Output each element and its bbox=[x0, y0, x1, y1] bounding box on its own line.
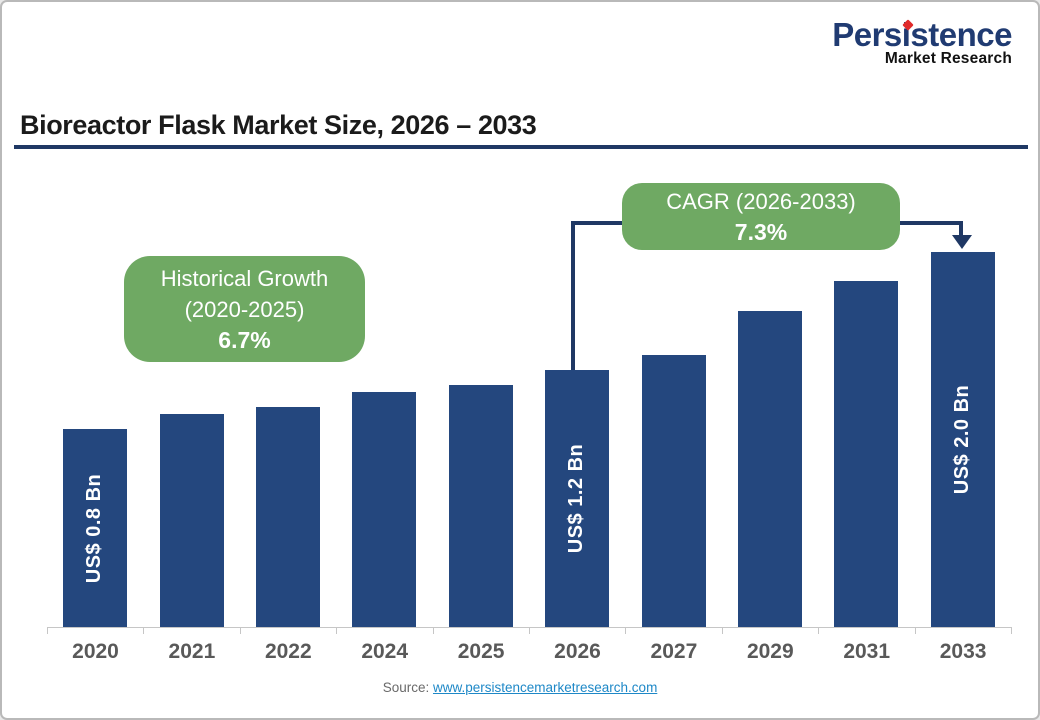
x-axis-label-2025: 2025 bbox=[457, 640, 505, 663]
x-axis-label-2022: 2022 bbox=[264, 640, 312, 663]
title-underline bbox=[14, 145, 1028, 149]
bar-2029 bbox=[738, 311, 802, 627]
x-axis-tick bbox=[47, 627, 48, 634]
source-label: Source: bbox=[382, 680, 430, 695]
arrow-down-icon bbox=[952, 235, 972, 249]
x-axis-label-2027: 2027 bbox=[650, 640, 698, 663]
brand-name: Persistence bbox=[832, 18, 1012, 52]
x-axis-label-2020: 2020 bbox=[72, 640, 119, 663]
x-axis-label-2031: 2031 bbox=[843, 640, 891, 663]
brand-logo: Persistence Market Research bbox=[832, 18, 1012, 68]
x-axis-label-2021: 2021 bbox=[168, 640, 216, 663]
bar-value-label: US$ 0.8 Bn bbox=[83, 473, 106, 583]
x-axis-tick bbox=[1011, 627, 1012, 634]
x-axis-tick bbox=[143, 627, 145, 634]
cagr-badge: CAGR (2026-2033) 7.3% bbox=[622, 183, 900, 250]
bar-2022 bbox=[256, 407, 320, 627]
connector-vertical-left bbox=[571, 221, 575, 382]
x-axis-tick bbox=[914, 627, 916, 634]
bar-2021 bbox=[159, 414, 224, 627]
x-axis-label-2029: 2029 bbox=[746, 640, 794, 663]
historical-growth-value: 6.7% bbox=[218, 327, 271, 353]
x-axis-line bbox=[47, 627, 1011, 628]
historical-growth-line1: Historical Growth bbox=[160, 266, 329, 291]
brand-tagline: Market Research bbox=[884, 50, 1012, 67]
x-axis-tick bbox=[818, 627, 820, 634]
historical-growth-badge: Historical Growth (2020-2025) 6.7% bbox=[124, 256, 365, 362]
x-axis-label-2026: 2026 bbox=[554, 640, 601, 663]
x-axis-tick bbox=[432, 627, 434, 634]
bar-2031 bbox=[834, 281, 899, 627]
bar-value-label: US$ 1.2 Bn bbox=[565, 443, 588, 554]
bar-2027 bbox=[641, 355, 706, 627]
historical-growth-line2: (2020-2025) bbox=[184, 297, 305, 322]
cagr-line1: CAGR (2026-2033) bbox=[666, 189, 856, 214]
bar-2026: US$ 1.2 Bn bbox=[545, 370, 610, 627]
connector-vertical-right bbox=[959, 221, 963, 236]
x-axis-tick bbox=[239, 627, 241, 634]
bar-2020: US$ 0.8 Bn bbox=[63, 429, 128, 627]
x-axis-label-2033: 2033 bbox=[939, 640, 987, 663]
chart-title: Bioreactor Flask Market Size, 2026 – 203… bbox=[20, 110, 537, 140]
bar-value-label: US$ 2.0 Bn bbox=[951, 384, 974, 495]
x-axis-label-2024: 2024 bbox=[361, 640, 409, 663]
bar-2025 bbox=[448, 385, 513, 627]
x-axis-tick bbox=[625, 627, 627, 634]
source-line: Source: www.persistencemarketresearch.co… bbox=[383, 680, 658, 695]
cagr-value: 7.3% bbox=[734, 219, 788, 245]
brand-name-text: Persistence bbox=[832, 16, 1012, 53]
source-link[interactable]: www.persistencemarketresearch.com bbox=[432, 680, 658, 695]
x-axis-tick bbox=[721, 627, 723, 634]
bar-2024 bbox=[352, 392, 417, 627]
x-axis-tick bbox=[336, 627, 338, 634]
bar-2033: US$ 2.0 Bn bbox=[930, 252, 995, 627]
x-axis-tick bbox=[529, 627, 530, 634]
